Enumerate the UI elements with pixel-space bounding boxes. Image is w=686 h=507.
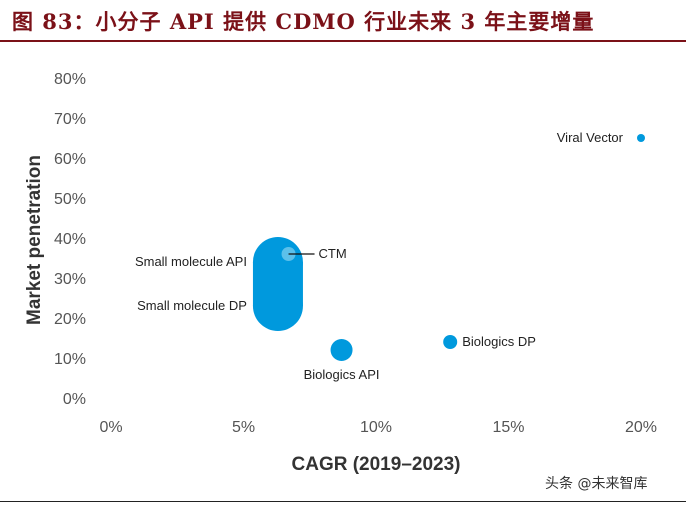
y-tick-label: 30% <box>54 271 86 288</box>
y-tick-label: 10% <box>54 351 86 368</box>
point-labels: Small molecule API Small molecule DP CTM Bi… <box>135 130 624 382</box>
x-axis-label: CAGR (2019–2023) <box>292 454 461 475</box>
title-rule <box>0 40 686 42</box>
bottom-rule <box>0 501 686 502</box>
y-tick-label: 50% <box>54 191 86 208</box>
bubble-point <box>330 339 353 361</box>
point-label: Biologics API <box>304 367 380 382</box>
x-tick-label: 20% <box>625 419 657 436</box>
x-axis-ticks: 0% 5% 10% 15% 20% <box>99 419 657 436</box>
point-label: Viral Vector <box>557 130 624 145</box>
y-tick-label: 0% <box>63 391 86 408</box>
bubble-point <box>637 134 645 142</box>
y-tick-label: 80% <box>54 71 86 88</box>
point-label: Small molecule API <box>135 254 247 269</box>
y-tick-label: 60% <box>54 151 86 168</box>
bubble-point <box>443 335 458 349</box>
y-axis-ticks: 0% 10% 20% 30% 40% 50% 60% 70% 80% <box>54 71 86 408</box>
bubble-bridge <box>252 262 303 306</box>
x-tick-label: 5% <box>232 419 255 436</box>
point-label: Small molecule DP <box>137 298 247 313</box>
point-label: Biologics DP <box>462 334 536 349</box>
x-tick-label: 0% <box>99 419 122 436</box>
y-tick-label: 70% <box>54 111 86 128</box>
y-axis-label: Market penetration <box>24 155 45 325</box>
point-label: CTM <box>319 246 347 261</box>
x-tick-label: 10% <box>360 419 392 436</box>
y-tick-label: 40% <box>54 231 86 248</box>
bubbles <box>252 134 645 361</box>
figure-title: 图 83：小分子 API 提供 CDMO 行业未来 3 年主要增量 <box>12 9 595 34</box>
y-tick-label: 20% <box>54 311 86 328</box>
x-tick-label: 15% <box>492 419 524 436</box>
watermark: 头条 @未来智库 <box>545 476 648 492</box>
